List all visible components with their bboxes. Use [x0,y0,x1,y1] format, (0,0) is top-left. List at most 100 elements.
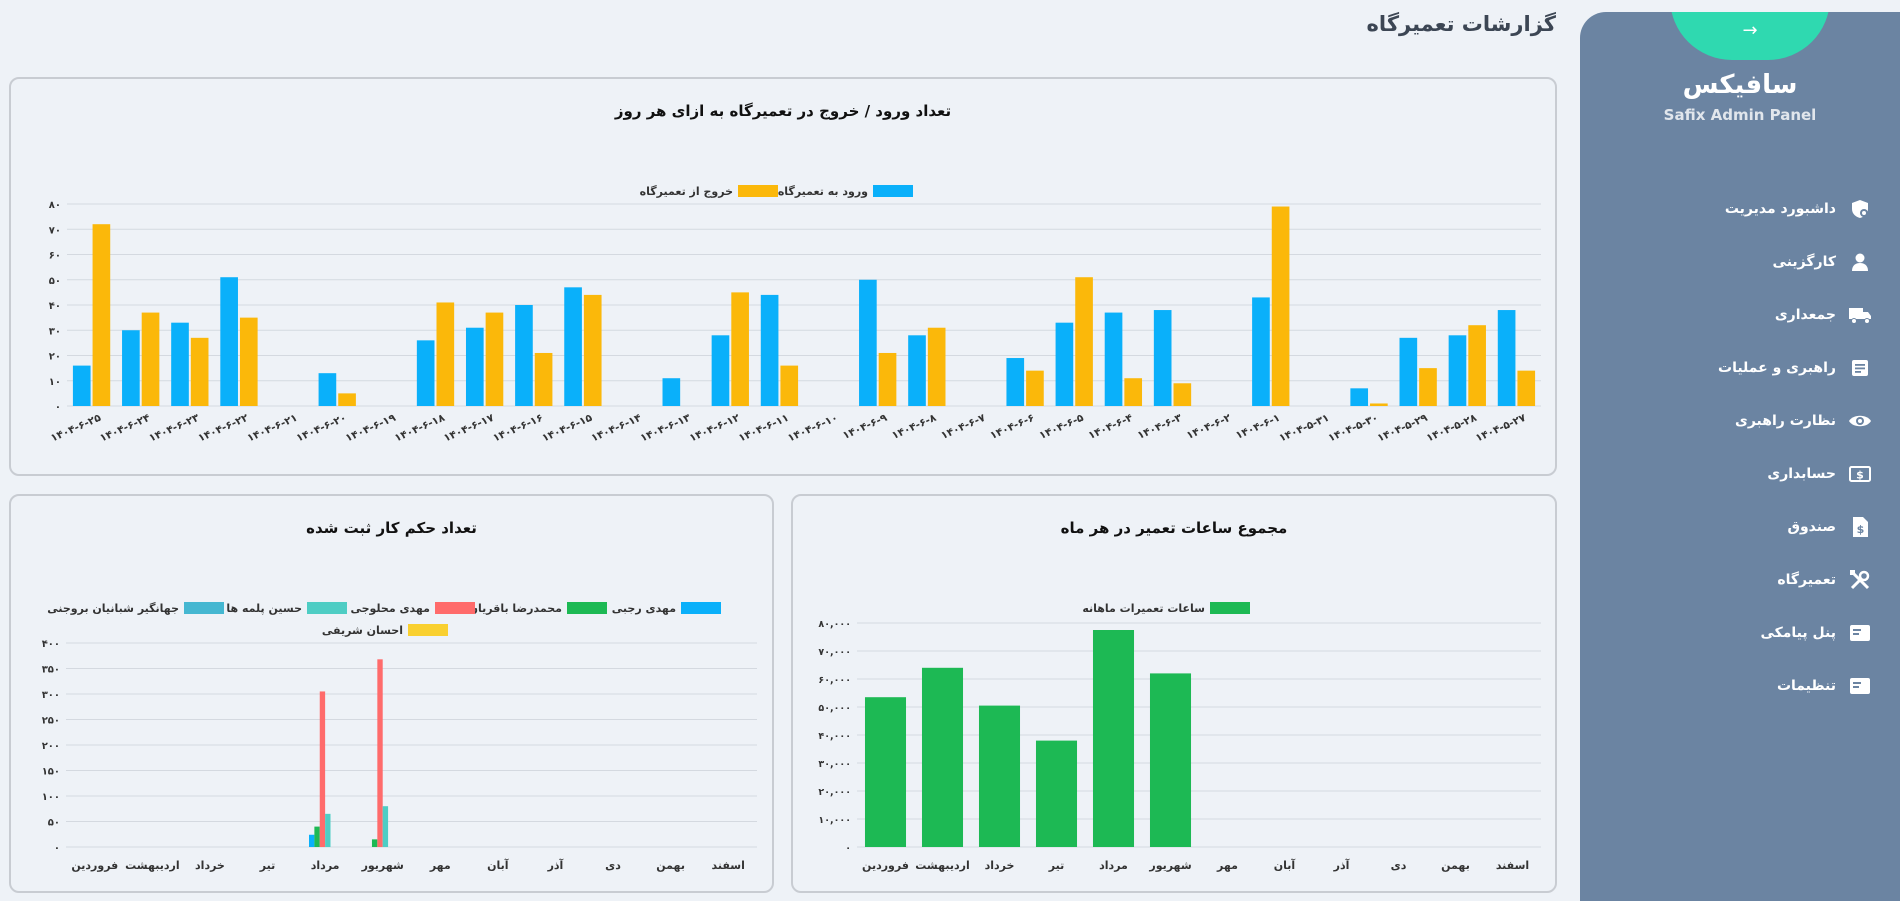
bar-exit [1173,383,1192,406]
x-tick-label: بهمن [1441,859,1470,872]
y-tick-label: ۲۰۰ [42,741,60,752]
bar-exit [190,337,209,406]
bar-entry [1252,297,1270,406]
sidebar-item-cashbox[interactable]: صندوق $ [1632,500,1872,553]
page-title: گزارشات تعمیرگاه [1366,12,1556,36]
sidebar-item-repair-shop[interactable]: تعمیرگاه [1632,553,1872,606]
bar-exit [927,327,946,406]
x-tick-label: ۱۴۰۴-۶-۸ [890,412,939,442]
x-tick-label: ۱۴۰۴-۶-۲۵ [49,412,103,445]
work-orders-chart-card: تعداد حکم کار ثبت شده ۰ ۵۰ ۱۰۰ ۱۵۰ ۲۰۰ ۲۵۰ ۳۰۰… [9,494,774,893]
x-tick-label: ۱۴۰۴-۵-۳۰ [1326,412,1380,445]
chart-title: مجموع ساعات تعمیر در هر ماه [1060,519,1288,537]
bar-entry [515,305,533,406]
legend-label: ساعات تعمیرات ماهانه [1082,602,1205,615]
bar-mehdi-mahloji [319,691,326,847]
x-tick-label: مهر [429,859,451,872]
x-tick-label: ۱۴۰۴-۶-۶ [988,412,1036,442]
x-tick-label: ۱۴۰۴-۶-۲۱ [245,412,299,445]
bar-entry [711,335,730,406]
person-icon [1848,250,1872,274]
bar-exit [878,352,897,406]
y-tick-label: ۵۰,۰۰۰ [818,703,851,714]
sidebar-toggle-button[interactable]: → [1670,12,1830,60]
x-tick-label: فروردین [71,859,118,872]
sidebar: → سافیکس Safix Admin Panel داشبورد مدیری… [1580,12,1900,901]
x-tick-label: ۱۴۰۴-۶-۲ [1185,412,1234,442]
bar-hossein-pelmeha [325,813,331,847]
y-tick-label: ۳۰ [49,326,61,337]
legend-swatch [408,624,448,636]
x-tick-label: ۱۴۰۴-۶-۳ [1136,412,1185,442]
x-tick-label: ۱۴۰۴-۶-۱۹ [344,412,398,445]
bar-repair-hours [864,697,907,847]
x-tick-label: ۱۴۰۴-۶-۱۱ [737,412,791,445]
bar-exit [1271,206,1290,406]
sidebar-item-personnel[interactable]: کارگزینی [1632,235,1872,288]
bar-exit [239,317,258,406]
bar-entry [1448,335,1467,406]
legend-swatch [567,602,607,614]
bar-entry [1153,310,1172,406]
legend-swatch [681,602,721,614]
x-tick-label: ۱۴۰۴-۶-۱ [1234,412,1282,442]
bar-repair-hours [1149,673,1192,847]
y-tick-label: ۱۵۰ [42,767,60,778]
legend-label: خروج از تعمیرگاه [640,185,733,199]
x-tick-label: خرداد [985,859,1015,872]
sidebar-item-sms-panel[interactable]: پنل پیامکی [1632,606,1872,659]
sidebar-item-label: پنل پیامکی [1760,624,1836,641]
sidebar-item-operations[interactable]: راهبری و عملیات [1632,341,1872,394]
x-tick-label: ۱۴۰۴-۶-۱۵ [540,412,594,445]
bar-repair-hours [1092,630,1135,847]
truck-icon [1848,303,1872,327]
y-tick-label: ۵۰ [48,818,60,829]
bar-entry [220,277,238,406]
bar-entry [465,327,484,406]
sidebar-item-supervision[interactable]: نظارت راهبری [1632,394,1872,447]
sms-panel-icon [1848,621,1872,645]
x-tick-label: تیر [259,859,275,872]
x-tick-label: ۱۴۰۴-۵-۲۷ [1474,412,1528,445]
legend-label: مهدی رجبی [612,602,676,615]
monthly-repair-hours-chart-card: مجموع ساعات تعمیر در هر ماه ۰ ۱۰,۰۰۰ ۲۰,۰۰… [791,494,1557,893]
y-tick-label: ۲۰,۰۰۰ [818,787,851,798]
y-tick-label: ۳۰۰ [42,690,60,701]
bar-hossein-pelmeha [382,806,389,847]
x-tick-label: شهریور [1148,859,1191,872]
bar-entry [1399,337,1418,406]
bar-entry [1055,322,1074,406]
x-tick-label: ۱۴۰۴-۶-۱۷ [442,412,496,445]
legend-label: مهدی محلوجی [350,602,430,615]
legend-label: جهانگیر شبانیان بروجنی [47,602,179,615]
x-tick-label: آبان [487,858,509,872]
sidebar-item-accounting[interactable]: حسابداری $ [1632,447,1872,500]
sidebar-item-label: حسابداری [1767,465,1836,482]
x-tick-label: ۱۴۰۴-۶-۲۳ [147,412,201,445]
bar-entry [171,322,189,406]
x-tick-label: ۱۴۰۴-۶-۲۰ [295,412,349,445]
y-tick-label: ۴۰,۰۰۰ [818,731,851,742]
bar-exit [583,294,602,406]
legend-label: حسین پلمه ها [226,602,302,615]
bar-repair-hours [921,667,964,847]
bar-exit [1370,403,1388,406]
bar-exit [92,224,111,406]
bar-exit [780,365,799,406]
brand: سافیکس Safix Admin Panel [1580,70,1900,124]
x-tick-label: آبان [1274,858,1296,872]
bar-repair-hours [978,705,1021,847]
y-tick-label: ۱۰۰ [42,792,60,803]
x-tick-label: ۱۴۰۴-۶-۱۳ [639,412,693,445]
sidebar-item-dashboard[interactable]: داشبورد مدیریت [1632,182,1872,235]
x-tick-label: ۱۴۰۴-۶-۹ [841,412,890,442]
sidebar-item-inventory[interactable]: جمعداری [1632,288,1872,341]
x-tick-label: مرداد [1099,859,1128,872]
y-tick-label: ۲۰ [49,352,61,363]
bar-entry [1350,388,1369,406]
bar-entry [859,279,877,406]
sidebar-item-settings[interactable]: تنظیمات [1632,659,1872,712]
y-tick-label: ۰ [54,843,60,854]
bar-exit [1468,325,1486,406]
bar-entry [1006,358,1025,406]
